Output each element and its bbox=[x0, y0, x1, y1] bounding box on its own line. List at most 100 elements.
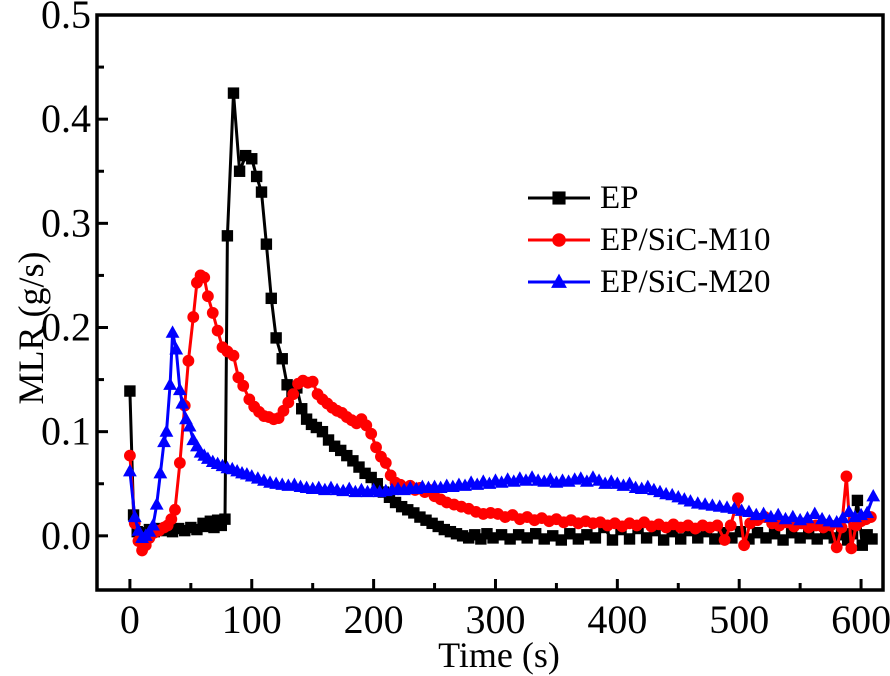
data-point-marker bbox=[221, 230, 234, 242]
data-point-marker bbox=[260, 238, 273, 250]
data-point-marker bbox=[341, 449, 353, 462]
data-point-marker bbox=[124, 385, 136, 397]
data-point-marker bbox=[227, 87, 240, 99]
data-point-marker bbox=[169, 503, 181, 516]
data-point-marker bbox=[845, 542, 858, 555]
data-point-marker bbox=[552, 233, 566, 247]
data-point-marker bbox=[127, 509, 142, 523]
y-tick-label: 0.5 bbox=[41, 0, 91, 37]
data-point-marker bbox=[276, 353, 288, 365]
data-point-marker bbox=[456, 530, 469, 542]
data-point-marker bbox=[475, 533, 487, 545]
data-point-marker bbox=[306, 375, 319, 388]
data-point-marker bbox=[438, 523, 451, 536]
data-point-marker bbox=[469, 529, 481, 541]
data-point-marker bbox=[182, 419, 197, 432]
data-point-marker bbox=[182, 354, 195, 367]
x-tick-label: 600 bbox=[831, 597, 890, 642]
y-tick-label: 0.3 bbox=[41, 200, 91, 245]
data-point-marker bbox=[255, 186, 268, 198]
data-point-marker bbox=[856, 539, 868, 551]
data-point-marker bbox=[420, 514, 432, 526]
data-point-marker bbox=[640, 532, 653, 544]
data-point-marker bbox=[564, 528, 576, 540]
data-point-marker bbox=[191, 523, 203, 536]
data-point-marker bbox=[123, 463, 137, 477]
data-point-marker bbox=[794, 532, 806, 544]
data-point-marker bbox=[718, 534, 731, 546]
data-point-marker bbox=[504, 533, 516, 545]
data-point-marker bbox=[208, 521, 220, 534]
data-point-marker bbox=[521, 532, 533, 544]
data-point-marker bbox=[623, 533, 636, 545]
series-ep bbox=[124, 87, 878, 551]
data-point-marker bbox=[589, 532, 602, 544]
data-point-marker bbox=[265, 292, 277, 305]
series-ep-sic-m20 bbox=[123, 325, 881, 544]
data-point-marker bbox=[579, 474, 594, 487]
data-point-marker bbox=[829, 514, 844, 528]
data-point-marker bbox=[371, 478, 383, 490]
data-point-marker bbox=[519, 473, 533, 486]
data-point-marker bbox=[487, 532, 499, 544]
data-point-marker bbox=[347, 455, 359, 467]
data-point-marker bbox=[841, 504, 856, 517]
data-point-marker bbox=[851, 494, 864, 507]
data-point-marker bbox=[175, 396, 190, 409]
data-point-marker bbox=[462, 532, 475, 544]
y-tick-label: 0.0 bbox=[41, 513, 91, 558]
data-point-marker bbox=[335, 444, 347, 457]
data-point-marker bbox=[316, 425, 329, 438]
data-point-marker bbox=[738, 539, 750, 552]
y-tick-label: 0.1 bbox=[41, 409, 91, 454]
data-point-marker bbox=[724, 519, 737, 532]
data-point-marker bbox=[250, 170, 263, 183]
data-point-marker bbox=[432, 520, 444, 533]
data-point-marker bbox=[153, 466, 168, 479]
data-point-marker bbox=[756, 506, 771, 520]
data-point-marker bbox=[370, 441, 382, 454]
legend-label: EP/SiC-M10 bbox=[600, 222, 771, 258]
data-point-marker bbox=[732, 492, 744, 505]
data-point-marker bbox=[204, 515, 217, 527]
data-point-marker bbox=[353, 461, 365, 473]
data-point-marker bbox=[233, 165, 246, 177]
y-axis-title: MLR (g/s) bbox=[11, 252, 51, 405]
data-point-marker bbox=[414, 511, 426, 523]
data-point-marker bbox=[365, 427, 378, 440]
data-point-marker bbox=[675, 533, 687, 545]
data-point-marker bbox=[495, 529, 508, 541]
data-point-marker bbox=[310, 421, 323, 434]
data-point-marker bbox=[146, 518, 160, 531]
data-point-marker bbox=[538, 533, 550, 545]
data-point-marker bbox=[482, 476, 497, 489]
x-tick-label: 200 bbox=[344, 597, 404, 642]
data-point-marker bbox=[529, 528, 542, 540]
data-point-marker bbox=[149, 497, 164, 510]
data-point-marker bbox=[165, 513, 178, 526]
data-point-marker bbox=[219, 513, 231, 525]
data-point-marker bbox=[163, 377, 178, 390]
data-point-marker bbox=[760, 532, 772, 544]
x-axis-title: Time (s) bbox=[438, 635, 560, 675]
plot-frame bbox=[95, 13, 885, 592]
data-point-marker bbox=[246, 153, 258, 165]
data-point-marker bbox=[142, 524, 157, 537]
data-point-marker bbox=[173, 457, 186, 469]
data-point-marker bbox=[172, 522, 185, 535]
data-point-marker bbox=[666, 525, 678, 538]
data-point-marker bbox=[296, 403, 308, 415]
data-point-marker bbox=[481, 528, 493, 540]
data-point-marker bbox=[287, 388, 300, 401]
data-point-marker bbox=[389, 496, 402, 509]
axis-tick-labels: 0 100 200 300 400 500 600 0.0 0.1 0.2 0.3 0.4 0.5 bbox=[41, 0, 890, 642]
data-point-marker bbox=[328, 440, 341, 452]
legend: EP EP/SiC-M10 EP/SiC-M20 bbox=[528, 180, 771, 300]
data-point-marker bbox=[383, 491, 396, 503]
data-point-marker bbox=[866, 488, 881, 502]
data-series bbox=[123, 87, 881, 557]
data-point-marker bbox=[359, 467, 371, 480]
data-point-marker bbox=[159, 424, 174, 437]
